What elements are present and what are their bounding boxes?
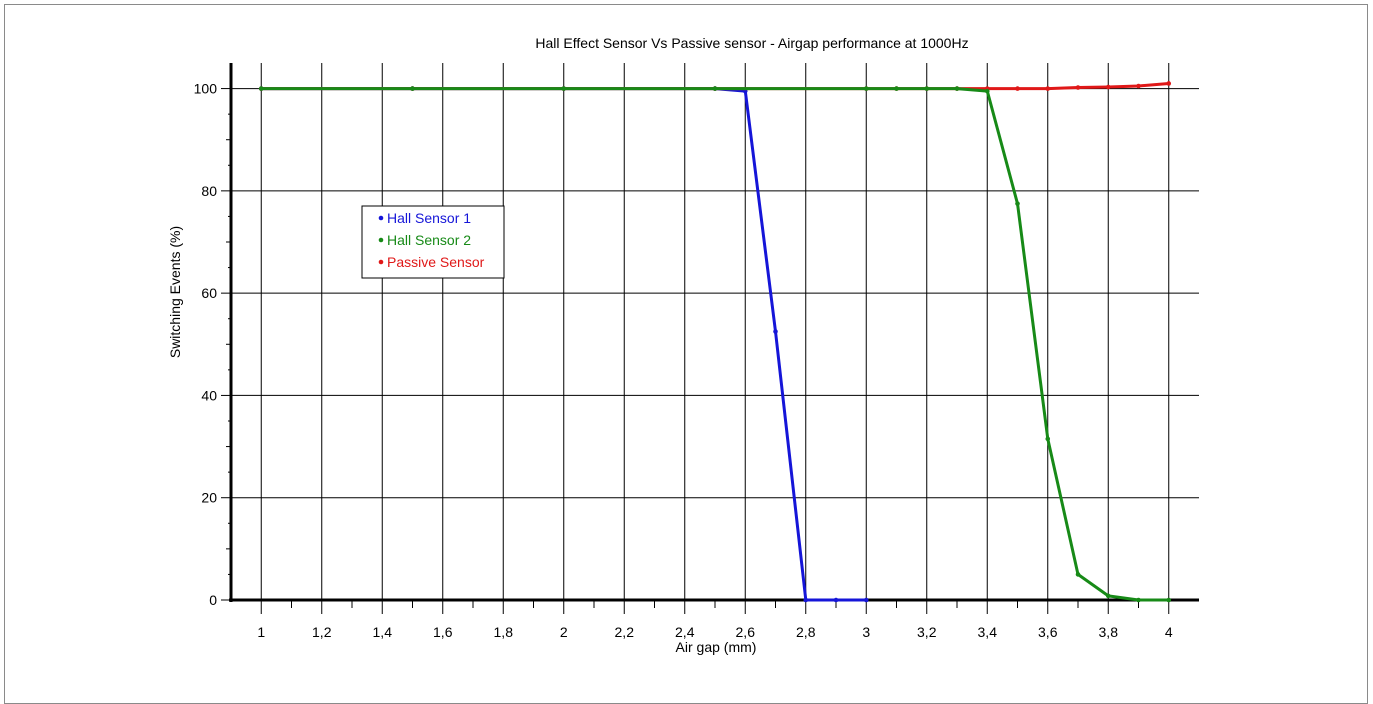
x-tick-label: 3,6 — [1038, 624, 1058, 640]
legend-entry: Hall Sensor 2 — [387, 232, 471, 248]
x-tick-label: 3,4 — [978, 624, 998, 640]
legend-marker — [378, 237, 384, 243]
data-point — [1166, 81, 1172, 86]
data-point — [984, 88, 990, 94]
data-point — [1045, 86, 1051, 91]
x-tick-label: 3,8 — [1099, 624, 1119, 640]
legend-marker — [378, 259, 384, 265]
data-point — [773, 329, 778, 334]
data-point — [1136, 597, 1141, 603]
x-axis-label: Air gap (mm) — [676, 639, 757, 655]
x-tick-label: 3 — [862, 624, 870, 640]
x-tick-label: 2,6 — [736, 624, 756, 640]
data-point — [1015, 201, 1020, 206]
data-point — [410, 86, 415, 91]
x-tick-labels: 1 1,2 1,4 1,6 1,8 2 2,2 2,4 2,6 2,8 3 3,2 3,4 3,6 3,8 4 — [257, 624, 1173, 640]
data-point — [833, 597, 839, 603]
series-hall-sensor-2 — [258, 86, 1172, 603]
data-point — [561, 86, 567, 91]
chart-title: Hall Effect Sensor Vs Passive sensor - A… — [535, 35, 968, 51]
data-point — [863, 86, 869, 91]
data-point — [803, 597, 809, 603]
series-lines — [258, 81, 1172, 603]
y-axis-label: Switching Events (%) — [167, 226, 183, 358]
data-point — [712, 86, 718, 91]
data-point — [1166, 597, 1172, 603]
data-point — [863, 597, 869, 603]
x-tick-label: 1,8 — [494, 624, 514, 640]
data-point — [1045, 436, 1051, 442]
legend-box — [361, 205, 505, 279]
legend: Hall Sensor 1 Hall Sensor 2 Passive Sensor — [361, 205, 505, 279]
y-tick-labels: 0 20 40 60 80 100 — [194, 81, 218, 608]
y-tick-label: 20 — [201, 490, 217, 506]
y-tick-label: 60 — [201, 285, 217, 301]
data-point — [1015, 86, 1020, 91]
data-point — [1136, 83, 1141, 89]
x-tick-label: 2,8 — [796, 624, 816, 640]
x-tick-label: 1 — [257, 624, 265, 640]
y-tick-label: 80 — [201, 183, 217, 199]
x-tick-label: 1,4 — [373, 624, 393, 640]
data-point — [1075, 572, 1081, 577]
x-tick-label: 2,4 — [675, 624, 695, 640]
y-tick-label: 0 — [209, 592, 217, 608]
legend-marker — [378, 215, 384, 221]
data-point — [258, 86, 264, 91]
x-tick-label: 1,2 — [312, 624, 332, 640]
grid-lines — [231, 63, 1199, 601]
x-tick-label: 3,2 — [917, 624, 937, 640]
x-tick-label: 1,6 — [433, 624, 453, 640]
legend-entry: Passive Sensor — [387, 254, 485, 270]
data-point — [924, 86, 930, 91]
axes — [221, 63, 1199, 614]
x-tick-label: 2,2 — [615, 624, 635, 640]
x-tick-label: 4 — [1165, 624, 1173, 640]
x-tick-label: 2 — [560, 624, 568, 640]
y-tick-label: 40 — [201, 387, 217, 403]
y-tick-label: 100 — [194, 81, 218, 97]
data-point — [954, 86, 960, 91]
data-point — [894, 86, 899, 91]
data-point — [1105, 84, 1111, 90]
series-line — [261, 87, 1169, 602]
legend-entry: Hall Sensor 1 — [387, 210, 471, 226]
data-point — [1075, 85, 1081, 90]
data-point — [1105, 593, 1111, 599]
line-chart: Hall Effect Sensor Vs Passive sensor - A… — [167, 35, 1199, 655]
